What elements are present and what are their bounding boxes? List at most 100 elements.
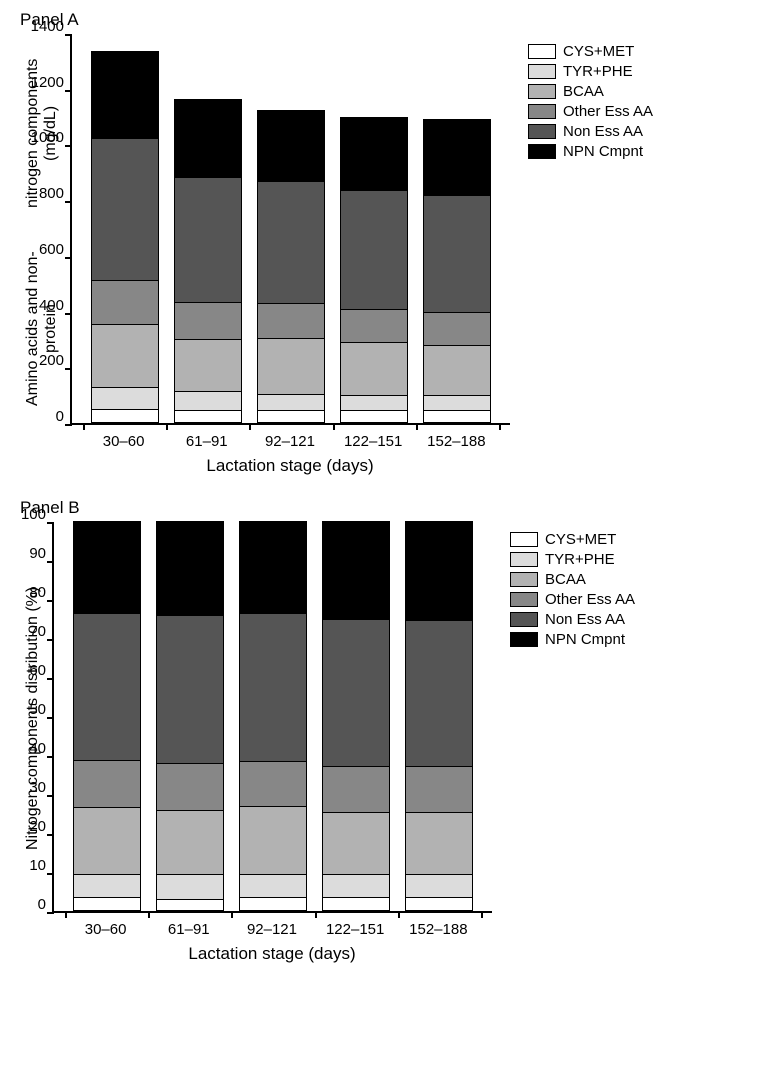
legend-swatch <box>510 612 538 627</box>
legend-label: CYS+MET <box>563 43 634 60</box>
bar-segment-tyr_phe <box>257 394 325 411</box>
panel-a: Panel A Amino acids and non-proteinnitro… <box>20 10 757 476</box>
panel-b-bars <box>54 523 492 911</box>
bar-segment-npn <box>174 99 242 177</box>
bar-segment-tyr_phe <box>322 874 390 897</box>
bar-segment-tyr_phe <box>156 874 224 899</box>
panel-a-chart-area: Amino acids and non-proteinnitrogen comp… <box>20 35 510 476</box>
bar-segment-tyr_phe <box>340 395 408 410</box>
x-tick-label: 122–151 <box>321 921 389 938</box>
legend-label: Other Ess AA <box>545 591 635 608</box>
bar-segment-tyr_phe <box>73 874 141 897</box>
legend-label: BCAA <box>545 571 586 588</box>
legend-item-bcaa: BCAA <box>510 571 635 588</box>
legend-label: Other Ess AA <box>563 103 653 120</box>
bar-group <box>322 521 390 911</box>
x-tick-label: 152–188 <box>422 433 490 450</box>
panel-a-chart-row: Amino acids and non-proteinnitrogen comp… <box>20 35 757 476</box>
legend-item-tyr_phe: TYR+PHE <box>528 63 653 80</box>
bar-segment-tyr_phe <box>91 387 159 409</box>
bar-segment-bcaa <box>340 342 408 395</box>
panel-a-xlabels: 30–6061–9192–121122–151152–188 <box>70 425 510 450</box>
legend-swatch <box>528 64 556 79</box>
x-tick-label: 30–60 <box>90 433 158 450</box>
x-tick-label: 92–121 <box>238 921 306 938</box>
bar-group <box>239 521 307 911</box>
legend-label: NPN Cmpnt <box>563 143 643 160</box>
panel-b-chart-row: Nitrogen components distribution (%) 100… <box>20 523 757 964</box>
legend-label: Non Ess AA <box>545 611 625 628</box>
bar-segment-non_ess <box>156 615 224 763</box>
legend-item-cys_met: CYS+MET <box>510 531 635 548</box>
bar-segment-bcaa <box>91 324 159 387</box>
legend-swatch <box>528 104 556 119</box>
bar-segment-non_ess <box>423 195 491 312</box>
bar-segment-other_ess <box>239 761 307 806</box>
bar-group <box>405 521 473 911</box>
bar-segment-cys_met <box>340 410 408 423</box>
legend-label: CYS+MET <box>545 531 616 548</box>
bar-segment-tyr_phe <box>174 391 242 411</box>
bar-segment-cys_met <box>73 897 141 911</box>
panel-b-chart-area: Nitrogen components distribution (%) 100… <box>20 523 492 964</box>
bar-segment-bcaa <box>239 806 307 874</box>
bar-segment-non_ess <box>257 181 325 304</box>
bar-segment-cys_met <box>174 410 242 423</box>
bar-group <box>73 521 141 911</box>
bar-segment-cys_met <box>156 899 224 911</box>
bar-segment-other_ess <box>423 312 491 345</box>
bar-group <box>91 51 159 423</box>
bar-segment-other_ess <box>405 766 473 812</box>
bar-segment-non_ess <box>73 613 141 761</box>
bar-segment-cys_met <box>91 409 159 423</box>
bar-segment-other_ess <box>257 303 325 338</box>
panel-b: Panel B Nitrogen components distribution… <box>20 498 757 964</box>
bar-segment-npn <box>239 521 307 613</box>
panel-a-bars <box>72 35 510 423</box>
bar-segment-tyr_phe <box>239 874 307 897</box>
legend-item-npn: NPN Cmpnt <box>510 631 635 648</box>
legend-swatch <box>510 592 538 607</box>
bar-segment-non_ess <box>340 190 408 308</box>
legend-swatch <box>528 124 556 139</box>
bar-segment-bcaa <box>257 338 325 394</box>
x-tick-label: 92–121 <box>256 433 324 450</box>
bar-segment-non_ess <box>322 619 390 766</box>
bar-segment-cys_met <box>257 410 325 423</box>
bar-segment-npn <box>156 521 224 615</box>
panel-a-xlabel: Lactation stage (days) <box>70 450 510 476</box>
legend-item-other_ess: Other Ess AA <box>510 591 635 608</box>
panel-b-legend: CYS+MET TYR+PHE BCAA Other Ess AA Non Ess AA… <box>492 523 635 651</box>
bar-segment-other_ess <box>340 309 408 342</box>
bar-segment-npn <box>405 521 473 620</box>
panel-b-xlabel: Lactation stage (days) <box>52 938 492 964</box>
legend-swatch <box>510 532 538 547</box>
panel-b-xlabels: 30–6061–9192–121122–151152–188 <box>52 913 492 938</box>
bar-segment-non_ess <box>239 613 307 762</box>
bar-segment-npn <box>91 51 159 137</box>
legend-label: TYR+PHE <box>563 63 633 80</box>
legend-item-non_ess: Non Ess AA <box>528 123 653 140</box>
bar-segment-npn <box>257 110 325 181</box>
bar-segment-non_ess <box>405 620 473 766</box>
x-tick-label: 61–91 <box>155 921 223 938</box>
bar-segment-tyr_phe <box>423 395 491 410</box>
bar-segment-tyr_phe <box>405 874 473 897</box>
panel-b-ylabel: Nitrogen components distribution (%) <box>20 523 46 913</box>
panel-a-title: Panel A <box>20 10 757 30</box>
bar-group <box>174 99 242 424</box>
legend-item-other_ess: Other Ess AA <box>528 103 653 120</box>
legend-swatch <box>510 572 538 587</box>
panel-b-plot <box>52 523 492 913</box>
bar-group <box>156 521 224 911</box>
legend-label: BCAA <box>563 83 604 100</box>
bar-segment-npn <box>73 521 141 613</box>
legend-item-tyr_phe: TYR+PHE <box>510 551 635 568</box>
bar-group <box>257 110 325 423</box>
bar-segment-cys_met <box>405 897 473 911</box>
bar-segment-bcaa <box>174 339 242 391</box>
bar-segment-other_ess <box>156 763 224 810</box>
bar-segment-npn <box>340 117 408 191</box>
legend-label: TYR+PHE <box>545 551 615 568</box>
legend-swatch <box>528 84 556 99</box>
